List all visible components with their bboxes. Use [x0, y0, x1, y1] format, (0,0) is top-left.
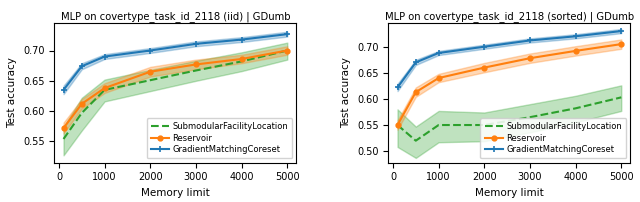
Reservoir — [526, 57, 534, 59]
Reservoir — [412, 91, 420, 93]
Reservoir — [572, 50, 579, 52]
SubmodularFacilityLocation — [284, 49, 291, 52]
Reservoir — [394, 124, 401, 126]
Line: GradientMatchingCoreset: GradientMatchingCoreset — [60, 31, 291, 93]
GradientMatchingCoreset — [412, 61, 420, 64]
Reservoir — [618, 43, 625, 45]
GradientMatchingCoreset — [78, 65, 86, 67]
Line: SubmodularFacilityLocation: SubmodularFacilityLocation — [397, 97, 621, 141]
SubmodularFacilityLocation — [60, 138, 67, 140]
Reservoir — [60, 127, 67, 129]
Reservoir — [284, 49, 291, 52]
SubmodularFacilityLocation — [435, 124, 442, 126]
SubmodularFacilityLocation — [618, 96, 625, 99]
SubmodularFacilityLocation — [526, 116, 534, 118]
SubmodularFacilityLocation — [412, 139, 420, 142]
Legend: SubmodularFacilityLocation, Reservoir, GradientMatchingCoreset: SubmodularFacilityLocation, Reservoir, G… — [481, 118, 626, 158]
SubmodularFacilityLocation — [192, 69, 200, 72]
Title: MLP on covertype_task_id_2118 (iid) | GDumb: MLP on covertype_task_id_2118 (iid) | GD… — [61, 11, 290, 22]
Reservoir — [435, 77, 442, 79]
Line: Reservoir: Reservoir — [61, 48, 290, 130]
Line: SubmodularFacilityLocation: SubmodularFacilityLocation — [63, 50, 287, 139]
Reservoir — [78, 103, 86, 105]
Title: MLP on covertype_task_id_2118 (sorted) | GDumb: MLP on covertype_task_id_2118 (sorted) |… — [385, 11, 634, 22]
Reservoir — [192, 63, 200, 66]
GradientMatchingCoreset — [60, 89, 67, 91]
Line: Reservoir: Reservoir — [395, 42, 624, 127]
GradientMatchingCoreset — [100, 55, 108, 58]
GradientMatchingCoreset — [147, 49, 154, 52]
Reservoir — [481, 66, 488, 69]
Legend: SubmodularFacilityLocation, Reservoir, GradientMatchingCoreset: SubmodularFacilityLocation, Reservoir, G… — [147, 118, 292, 158]
GradientMatchingCoreset — [284, 33, 291, 35]
GradientMatchingCoreset — [394, 86, 401, 89]
X-axis label: Memory limit: Memory limit — [475, 188, 544, 198]
GradientMatchingCoreset — [238, 38, 246, 41]
GradientMatchingCoreset — [192, 43, 200, 45]
Reservoir — [147, 70, 154, 73]
Reservoir — [100, 87, 108, 89]
GradientMatchingCoreset — [481, 45, 488, 48]
SubmodularFacilityLocation — [238, 60, 246, 63]
Line: GradientMatchingCoreset: GradientMatchingCoreset — [394, 28, 625, 91]
SubmodularFacilityLocation — [100, 89, 108, 91]
X-axis label: Memory limit: Memory limit — [141, 188, 210, 198]
GradientMatchingCoreset — [435, 52, 442, 54]
GradientMatchingCoreset — [618, 30, 625, 32]
SubmodularFacilityLocation — [394, 124, 401, 126]
SubmodularFacilityLocation — [481, 124, 488, 126]
GradientMatchingCoreset — [526, 39, 534, 42]
SubmodularFacilityLocation — [78, 112, 86, 114]
Y-axis label: Test accuracy: Test accuracy — [8, 58, 17, 128]
Reservoir — [238, 58, 246, 60]
SubmodularFacilityLocation — [147, 79, 154, 81]
GradientMatchingCoreset — [572, 35, 579, 38]
Y-axis label: Test accuracy: Test accuracy — [342, 58, 351, 128]
SubmodularFacilityLocation — [572, 107, 579, 109]
